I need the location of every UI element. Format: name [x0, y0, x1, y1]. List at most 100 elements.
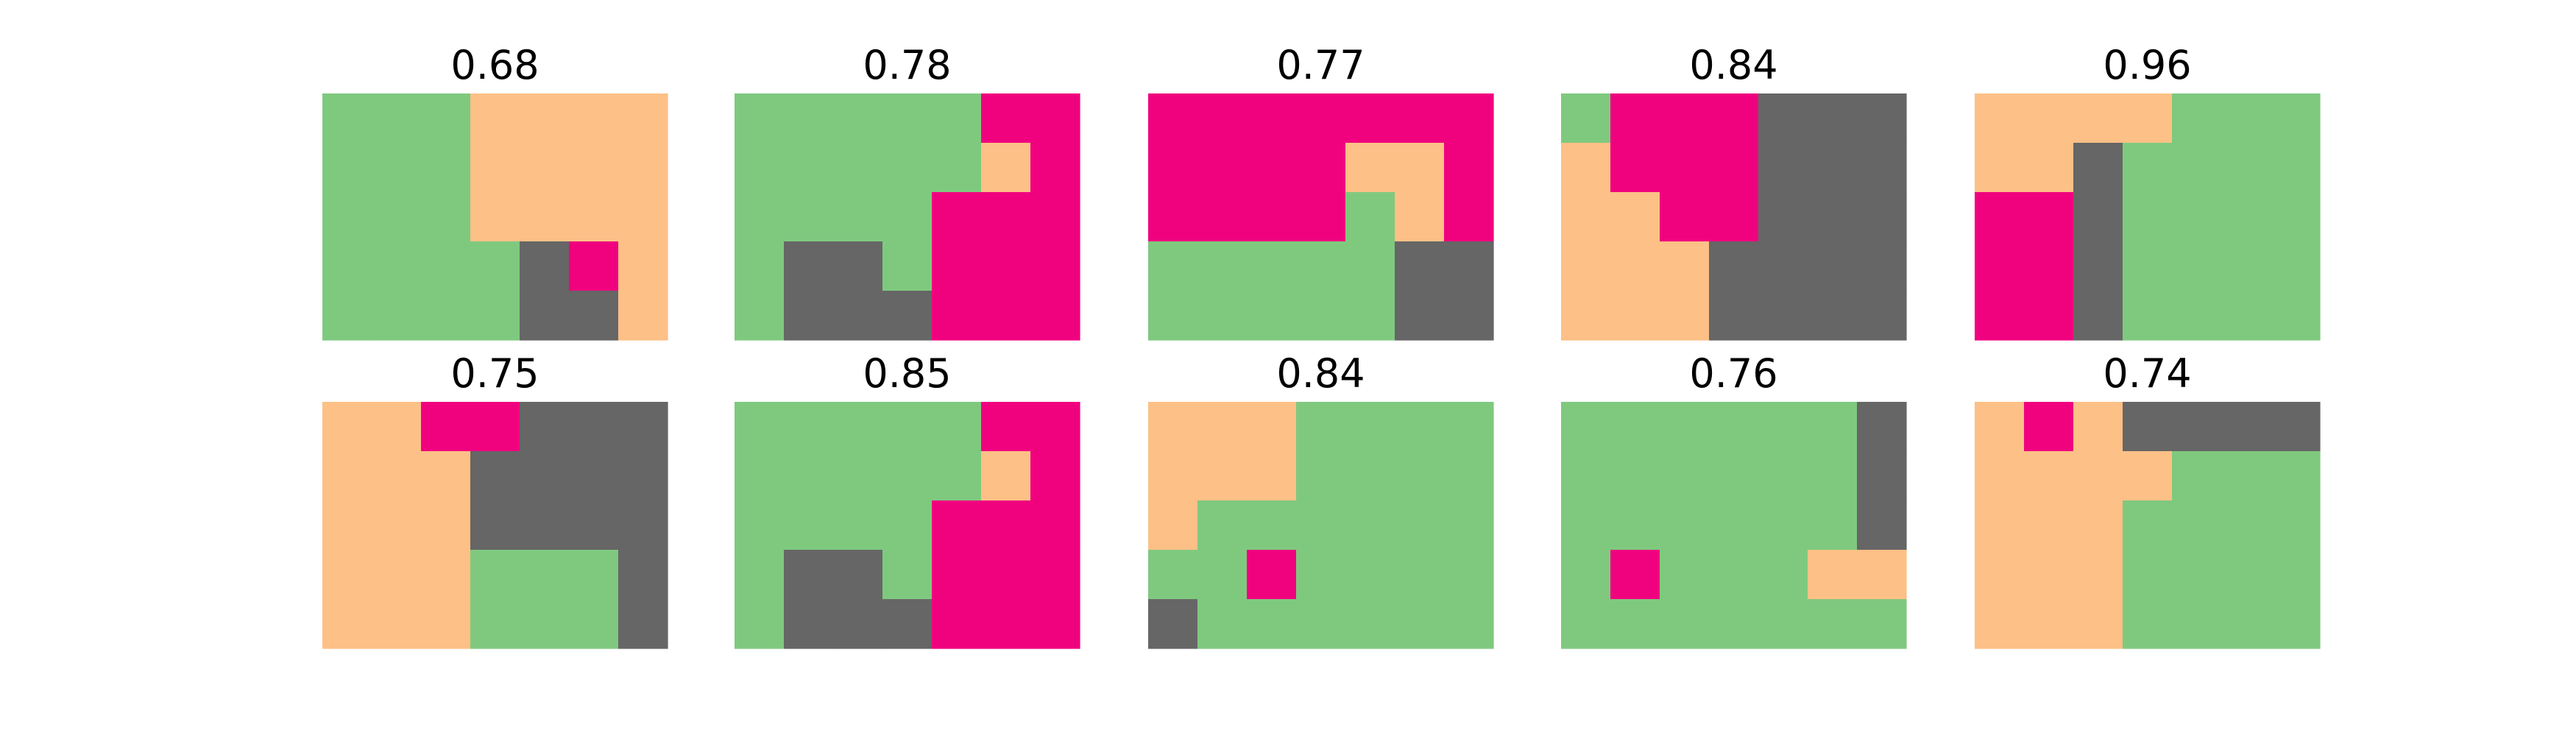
heatmap-cell	[981, 93, 1031, 144]
heatmap-cell	[2271, 143, 2321, 193]
heatmap-cell	[1709, 192, 1759, 242]
heatmap-cell	[735, 93, 785, 144]
heatmap-cell	[1709, 599, 1759, 649]
heatmap-cell	[520, 291, 570, 341]
heatmap-cell	[1395, 402, 1445, 452]
heatmap-cell	[2123, 550, 2173, 600]
heatmap-cell	[1444, 402, 1494, 452]
heatmap-cell	[932, 402, 982, 452]
heatmap-cell	[618, 241, 668, 291]
heatmap-cell	[2123, 291, 2173, 341]
heatmap-cell	[1247, 241, 1297, 291]
heatmap-cell	[322, 93, 372, 144]
heatmap-cell	[1660, 93, 1710, 144]
heatmap-cell	[1296, 402, 1346, 452]
heatmap-cell	[1975, 402, 2025, 452]
heatmap-cell	[1758, 500, 1808, 551]
heatmap-cell	[1148, 291, 1198, 341]
heatmap-cell	[1610, 402, 1660, 452]
heatmap-cell	[1808, 550, 1858, 600]
heatmap-cell	[520, 550, 570, 600]
heatmap-cell	[833, 143, 883, 193]
heatmap-cell	[735, 550, 785, 600]
heatmap-cell	[1247, 451, 1297, 501]
panel-title: 0.68	[450, 42, 539, 88]
panel-title: 0.75	[450, 350, 539, 397]
heatmap-cell	[1808, 192, 1858, 242]
heatmap-cell	[569, 241, 619, 291]
heatmap-cell	[882, 93, 933, 144]
heatmap-cell	[882, 143, 933, 193]
panel-title: 0.84	[1276, 350, 1365, 397]
heatmap-cell	[1660, 402, 1710, 452]
heatmap-cell	[372, 451, 422, 501]
heatmap-cell	[2172, 550, 2222, 600]
heatmap-cell	[421, 143, 471, 193]
heatmap-cell	[1030, 192, 1080, 242]
heatmap-cell	[1610, 143, 1660, 193]
heatmap-cell	[1296, 241, 1346, 291]
heatmap-cell	[322, 550, 372, 600]
heatmap-cell	[2271, 241, 2321, 291]
heatmap-cell	[2172, 291, 2222, 341]
heatmap-cell	[372, 402, 422, 452]
heatmap-cell	[833, 451, 883, 501]
heatmap-cell	[1296, 143, 1346, 193]
heatmap-cell	[1444, 192, 1494, 242]
heatmap-cell	[2221, 550, 2271, 600]
heatmap-cell	[1247, 550, 1297, 600]
heatmap-cell	[1345, 550, 1395, 600]
heatmap-cell	[1345, 93, 1395, 144]
heatmap-cell	[470, 241, 520, 291]
heatmap-cell	[2024, 550, 2074, 600]
heatmap-cell	[1296, 192, 1346, 242]
heatmap-cell	[618, 599, 668, 649]
heatmap-cell	[784, 192, 834, 242]
heatmap-cell	[1857, 402, 1907, 452]
heatmap-cell	[2123, 93, 2173, 144]
heatmap-cell	[372, 143, 422, 193]
heatmap-cell	[981, 500, 1031, 551]
heatmap-cell	[2271, 550, 2321, 600]
heatmap-panel-8: 0.84	[1148, 350, 1494, 649]
heatmap-cell	[569, 599, 619, 649]
heatmap-cell	[2073, 143, 2123, 193]
heatmap-cell	[1610, 500, 1660, 551]
heatmap-cell	[2221, 402, 2271, 452]
heatmap-cell	[882, 291, 933, 341]
heatmap-cell	[470, 599, 520, 649]
heatmap-cell	[1296, 291, 1346, 341]
heatmap-cell	[1610, 451, 1660, 501]
heatmap-cell	[735, 241, 785, 291]
heatmap-cell	[932, 192, 982, 242]
heatmap-cell	[421, 599, 471, 649]
heatmap-cell	[1709, 291, 1759, 341]
heatmap-cell	[2271, 451, 2321, 501]
heatmap-cell	[2221, 500, 2271, 551]
heatmap-cell	[618, 451, 668, 501]
heatmap-cell	[2123, 192, 2173, 242]
heatmap-cell	[833, 599, 883, 649]
heatmap-cell	[372, 500, 422, 551]
heatmap-cell	[470, 143, 520, 193]
heatmap-cell	[569, 143, 619, 193]
heatmap-cell	[1857, 550, 1907, 600]
heatmap-panel-3: 0.77	[1148, 42, 1494, 341]
heatmap-cell	[1030, 451, 1080, 501]
heatmap-cell	[322, 143, 372, 193]
heatmap-cell	[932, 241, 982, 291]
heatmap-cell	[2172, 500, 2222, 551]
heatmap-cell	[1345, 599, 1395, 649]
heatmap-cell	[1395, 241, 1445, 291]
heatmap-cell	[1660, 241, 1710, 291]
heatmap-cell	[618, 550, 668, 600]
heatmap-cell	[882, 500, 933, 551]
heatmap-cell	[1758, 402, 1808, 452]
heatmap-cell	[1395, 550, 1445, 600]
heatmap-cell	[2172, 93, 2222, 144]
heatmap-cell	[470, 550, 520, 600]
heatmap-cell	[1395, 192, 1445, 242]
heatmap-cell	[372, 93, 422, 144]
heatmap-cell	[1395, 291, 1445, 341]
